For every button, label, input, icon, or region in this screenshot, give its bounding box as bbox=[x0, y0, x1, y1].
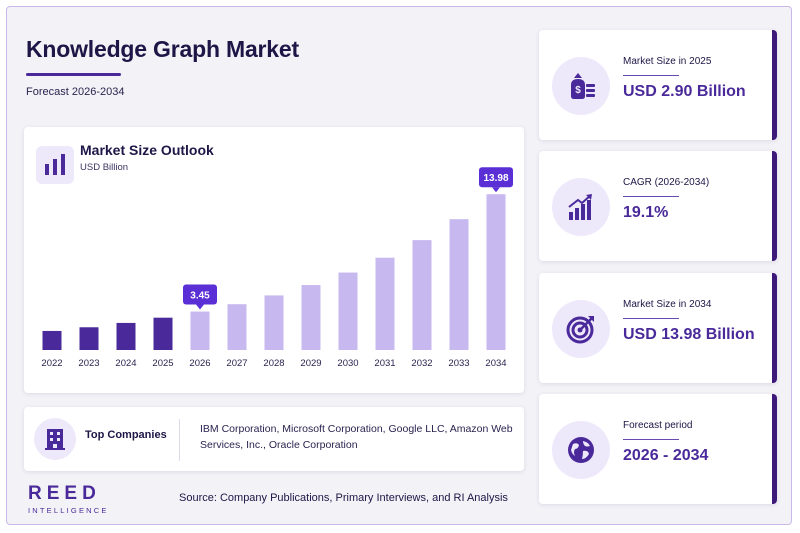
callout-label-2026: 3.45 bbox=[190, 291, 210, 302]
stat-divider bbox=[623, 439, 679, 440]
stat-divider bbox=[623, 196, 679, 197]
top-companies-label: Top Companies bbox=[85, 429, 167, 441]
stat-divider bbox=[623, 75, 679, 76]
x-tick-2032: 2032 bbox=[411, 358, 432, 369]
bar-2024 bbox=[116, 322, 136, 350]
logo-tagline: INTELLIGENCE bbox=[28, 506, 109, 515]
money-bag-icon: $ bbox=[552, 57, 610, 115]
stat-divider bbox=[623, 318, 679, 319]
bar-chart-icon bbox=[36, 146, 74, 184]
bar-2023 bbox=[79, 327, 99, 350]
bar-2029 bbox=[301, 285, 321, 350]
bar-2033 bbox=[449, 219, 469, 350]
callout-2034: 13.98 bbox=[479, 167, 513, 193]
bar-2027 bbox=[227, 304, 247, 350]
callout-label-2034: 13.98 bbox=[483, 173, 508, 184]
x-tick-2023: 2023 bbox=[78, 358, 99, 369]
stat-value: 2026 - 2034 bbox=[623, 447, 709, 464]
x-tick-2026: 2026 bbox=[189, 358, 210, 369]
growth-chart-icon bbox=[552, 178, 610, 236]
stat-label: Market Size in 2034 bbox=[623, 299, 712, 310]
source-note: Source: Company Publications, Primary In… bbox=[179, 492, 508, 504]
card-accent-bar bbox=[772, 273, 777, 383]
stat-label: Forecast period bbox=[623, 420, 693, 431]
logo-name: REED bbox=[28, 483, 101, 504]
stat-value: USD 2.90 Billion bbox=[623, 83, 746, 100]
x-tick-2031: 2031 bbox=[374, 358, 395, 369]
target-icon bbox=[552, 300, 610, 358]
page-title: Knowledge Graph Market bbox=[26, 36, 299, 62]
bar-chart: 2022 2023 2024 2025 2026 2027 2028 2029 2030 2031… bbox=[41, 167, 513, 369]
x-tick-2029: 2029 bbox=[300, 358, 321, 369]
stat-card-market-size-2025: $ Market Size in 2025 USD 2.90 Billion bbox=[539, 30, 777, 140]
x-tick-2033: 2033 bbox=[448, 358, 469, 369]
card-accent-bar bbox=[772, 30, 777, 140]
bar-2022 bbox=[42, 330, 62, 350]
reed-intelligence-logo: REED INTELLIGENCE bbox=[28, 483, 109, 516]
bar-2032 bbox=[412, 240, 432, 350]
title-underline bbox=[26, 73, 121, 76]
companies-divider bbox=[179, 419, 180, 461]
bar-2030 bbox=[338, 272, 358, 350]
x-tick-2027: 2027 bbox=[226, 358, 247, 369]
stat-card-forecast-period: Forecast period 2026 - 2034 bbox=[539, 394, 777, 504]
x-tick-2034: 2034 bbox=[485, 358, 506, 369]
market-size-chart-card: Market Size Outlook USD Billion 2022 2023… bbox=[24, 127, 524, 393]
bar-2031 bbox=[375, 257, 395, 350]
globe-icon bbox=[552, 421, 610, 479]
chart-unit-label: USD Billion bbox=[80, 162, 129, 173]
stat-value: 19.1% bbox=[623, 204, 669, 221]
building-icon bbox=[34, 418, 76, 460]
bar-2026 bbox=[190, 311, 210, 350]
bar-2028 bbox=[264, 295, 284, 350]
top-companies-list: IBM Corporation, Microsoft Corporation, … bbox=[200, 423, 513, 451]
stat-value: USD 13.98 Billion bbox=[623, 326, 755, 343]
stat-card-cagr: CAGR (2026-2034) 19.1% bbox=[539, 151, 777, 261]
chart-title: Market Size Outlook bbox=[80, 142, 214, 158]
stat-card-market-size-2034: Market Size in 2034 USD 13.98 Billion bbox=[539, 273, 777, 383]
x-tick-2025: 2025 bbox=[152, 358, 173, 369]
x-tick-2028: 2028 bbox=[263, 358, 284, 369]
page-subtitle: Forecast 2026-2034 bbox=[26, 86, 125, 98]
card-accent-bar bbox=[772, 151, 777, 261]
x-tick-2024: 2024 bbox=[115, 358, 136, 369]
svg-text:$: $ bbox=[575, 85, 581, 96]
x-tick-2022: 2022 bbox=[41, 358, 62, 369]
stat-label: CAGR (2026-2034) bbox=[623, 177, 710, 188]
bar-2025 bbox=[153, 317, 173, 350]
callout-2026: 3.45 bbox=[183, 284, 217, 310]
x-tick-2030: 2030 bbox=[337, 358, 358, 369]
bar-2034 bbox=[486, 194, 506, 350]
top-companies-card: Top Companies IBM Corporation, Microsoft… bbox=[24, 407, 524, 471]
stat-label: Market Size in 2025 bbox=[623, 56, 712, 67]
card-accent-bar bbox=[772, 394, 777, 504]
